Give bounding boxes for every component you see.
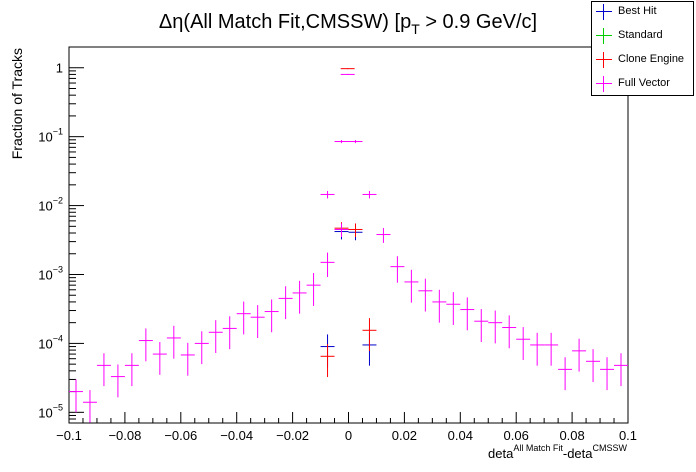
legend-marker-clone-engine	[596, 52, 612, 68]
data-point-full-vector	[194, 331, 209, 365]
x-tick-label: −0.06	[164, 428, 197, 443]
x-axis-label: detaAll Match Fit-detaCMSSW	[488, 443, 627, 461]
data-point-full-vector	[278, 286, 293, 320]
legend-marker-full-vector	[596, 76, 612, 92]
data-point-full-vector	[166, 325, 181, 359]
data-point-full-vector	[138, 328, 153, 362]
chart-title: Δη(All Match Fit,CMSSW) [pT > 0.9 GeV/c]	[159, 11, 537, 37]
legend-item-full-vector: Full Vector	[592, 74, 695, 97]
x-tick-label: 0.06	[504, 428, 529, 443]
chart-title-main: Δη(All Match Fit,CMSSW) [p	[159, 11, 411, 33]
data-point-full-vector	[362, 190, 377, 199]
x-tick-label: 0.08	[559, 428, 584, 443]
legend-item-best-hit: Best Hit	[592, 2, 695, 25]
x-axis-label-main: deta	[488, 446, 514, 461]
legend-marker-best-hit	[596, 4, 612, 20]
data-point-full-vector	[446, 292, 461, 325]
data-point-clone-engine	[362, 318, 377, 352]
data-point-full-vector	[222, 316, 237, 350]
data-point-full-vector	[96, 353, 111, 387]
legend-label-standard: Standard	[618, 29, 663, 41]
data-point-full-vector	[320, 252, 335, 278]
x-axis-label-sup2: CMSSW	[593, 443, 628, 453]
legend-label-full-vector: Full Vector	[618, 77, 670, 89]
data-point-clone-engine	[340, 68, 355, 70]
data-point-full-vector	[208, 320, 223, 354]
x-tick-label: 0.02	[392, 428, 417, 443]
data-point-full-vector	[340, 73, 355, 75]
y-axis-label: Fraction of Tracks	[9, 48, 25, 159]
data-point-full-vector	[600, 357, 615, 391]
data-point-full-vector	[516, 327, 531, 360]
data-point-full-vector	[69, 379, 83, 413]
data-point-full-vector	[348, 140, 363, 144]
y-tick-label: 10−2	[38, 196, 63, 214]
data-point-full-vector	[264, 299, 279, 333]
data-point-full-vector	[320, 190, 335, 199]
chart-title-rest: > 0.9 GeV/c]	[420, 11, 537, 33]
chart-title-sub: T	[411, 21, 420, 37]
x-tick-label: 0	[345, 428, 352, 443]
data-point-full-vector	[488, 310, 503, 344]
x-tick-label: −0.1	[56, 428, 82, 443]
legend-item-clone-engine: Clone Engine	[592, 50, 695, 73]
plot-frame	[68, 46, 629, 424]
y-tick-label: 10−5	[38, 402, 63, 420]
x-tick-label: −0.02	[276, 428, 309, 443]
data-point-full-vector	[558, 357, 573, 391]
data-point-full-vector	[124, 353, 139, 387]
data-point-full-vector	[502, 315, 517, 349]
x-tick-label: −0.08	[108, 428, 141, 443]
data-point-full-vector	[152, 341, 167, 375]
legend-label-clone-engine: Clone Engine	[618, 53, 685, 65]
data-point-full-vector	[110, 364, 125, 398]
legend-label-best-hit: Best Hit	[618, 5, 657, 17]
x-tick-label: 0.1	[619, 428, 637, 443]
data-point-full-vector	[572, 338, 587, 372]
y-tick-label: 1	[56, 61, 63, 76]
axes: −0.1 −0.08 −0.06 −0.04 −0.02 0 0.02 0.04 0.06 0.0…	[38, 46, 637, 443]
data-point-full-vector	[544, 332, 559, 366]
data-point-full-vector	[334, 223, 349, 238]
legend-item-standard: Standard	[592, 26, 695, 49]
data-point-full-vector	[586, 349, 601, 383]
x-axis-label-mid: -deta	[563, 446, 593, 461]
data-points	[69, 68, 628, 423]
data-point-full-vector	[306, 273, 321, 306]
data-point-full-vector	[432, 289, 447, 323]
data-point-full-vector	[292, 280, 307, 314]
data-point-full-vector	[418, 278, 433, 312]
y-tick-label: 10−3	[38, 264, 63, 282]
data-point-full-vector	[236, 301, 251, 335]
data-point-full-vector	[614, 353, 628, 387]
data-point-full-vector	[530, 332, 545, 366]
data-point-full-vector	[334, 140, 349, 144]
data-point-full-vector	[460, 297, 475, 331]
data-point-full-vector	[404, 269, 419, 303]
data-point-full-vector	[82, 390, 97, 423]
data-point-full-vector	[390, 256, 405, 283]
data-point-full-vector	[180, 342, 195, 376]
data-point-full-vector	[376, 228, 391, 243]
legend: Best Hit Standard Clone Engine Full Vect…	[591, 1, 694, 96]
x-tick-label: 0.04	[448, 428, 473, 443]
data-point-full-vector	[250, 305, 265, 338]
data-point-full-vector	[474, 309, 489, 342]
y-tick-label: 10−1	[38, 127, 63, 145]
x-axis-label-sup1: All Match Fit	[513, 443, 563, 453]
data-point-clone-engine	[320, 344, 335, 378]
y-tick-label: 10−4	[38, 333, 63, 351]
legend-marker-standard	[596, 28, 612, 44]
x-tick-label: −0.04	[220, 428, 253, 443]
data-point-clone-engine	[348, 223, 363, 238]
